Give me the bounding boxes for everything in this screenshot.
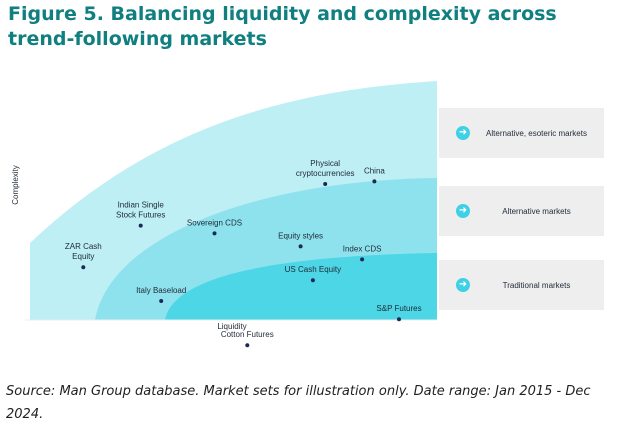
data-point-label: Index CDS <box>343 244 382 253</box>
arrow-right-icon: ➜ <box>456 126 470 140</box>
y-axis-label: Complexity <box>11 165 20 205</box>
legend-label: Alternative, esoteric markets <box>486 128 587 138</box>
data-point <box>298 244 303 249</box>
data-point <box>212 231 217 236</box>
data-point-label: S&P Futures <box>376 304 421 313</box>
data-point <box>159 299 164 303</box>
legend-item-traditional: ➜ Traditional markets <box>439 260 604 310</box>
data-point-label: Physical cryptocurrencies <box>296 159 355 178</box>
zone-traditional <box>165 253 437 320</box>
data-point <box>397 317 401 322</box>
arrow-right-icon: ➜ <box>456 278 470 292</box>
data-point <box>245 343 250 348</box>
data-point-label: Italy Baseload <box>136 286 186 295</box>
legend-label: Alternative markets <box>502 206 571 216</box>
data-point-label: Cotton Futures <box>221 330 274 339</box>
legend-item-alternative-esoteric: ➜ Alternative, esoteric markets <box>439 108 604 158</box>
x-axis-label: Liquidity <box>217 322 246 331</box>
data-point <box>372 179 377 184</box>
data-point <box>360 257 365 262</box>
data-point-label: Sovereign CDS <box>187 218 242 227</box>
data-point-label: ZAR Cash Equity <box>65 242 102 261</box>
data-point <box>138 223 143 228</box>
data-point-label: China <box>364 166 385 175</box>
arrow-right-icon: ➜ <box>456 204 470 218</box>
figure-title: Figure 5. Balancing liquidity and comple… <box>8 3 557 50</box>
data-point <box>323 182 328 186</box>
data-point-label: US Cash Equity <box>285 265 341 274</box>
data-point-label: Indian Single Stock Futures <box>116 201 165 220</box>
legend-label: Traditional markets <box>502 280 571 290</box>
legend-item-alternative: ➜ Alternative markets <box>439 186 604 236</box>
data-point <box>310 278 315 283</box>
data-point <box>81 265 86 270</box>
data-point-label: Equity styles <box>278 231 323 240</box>
source-note: Source: Man Group database. Market sets … <box>6 384 591 422</box>
